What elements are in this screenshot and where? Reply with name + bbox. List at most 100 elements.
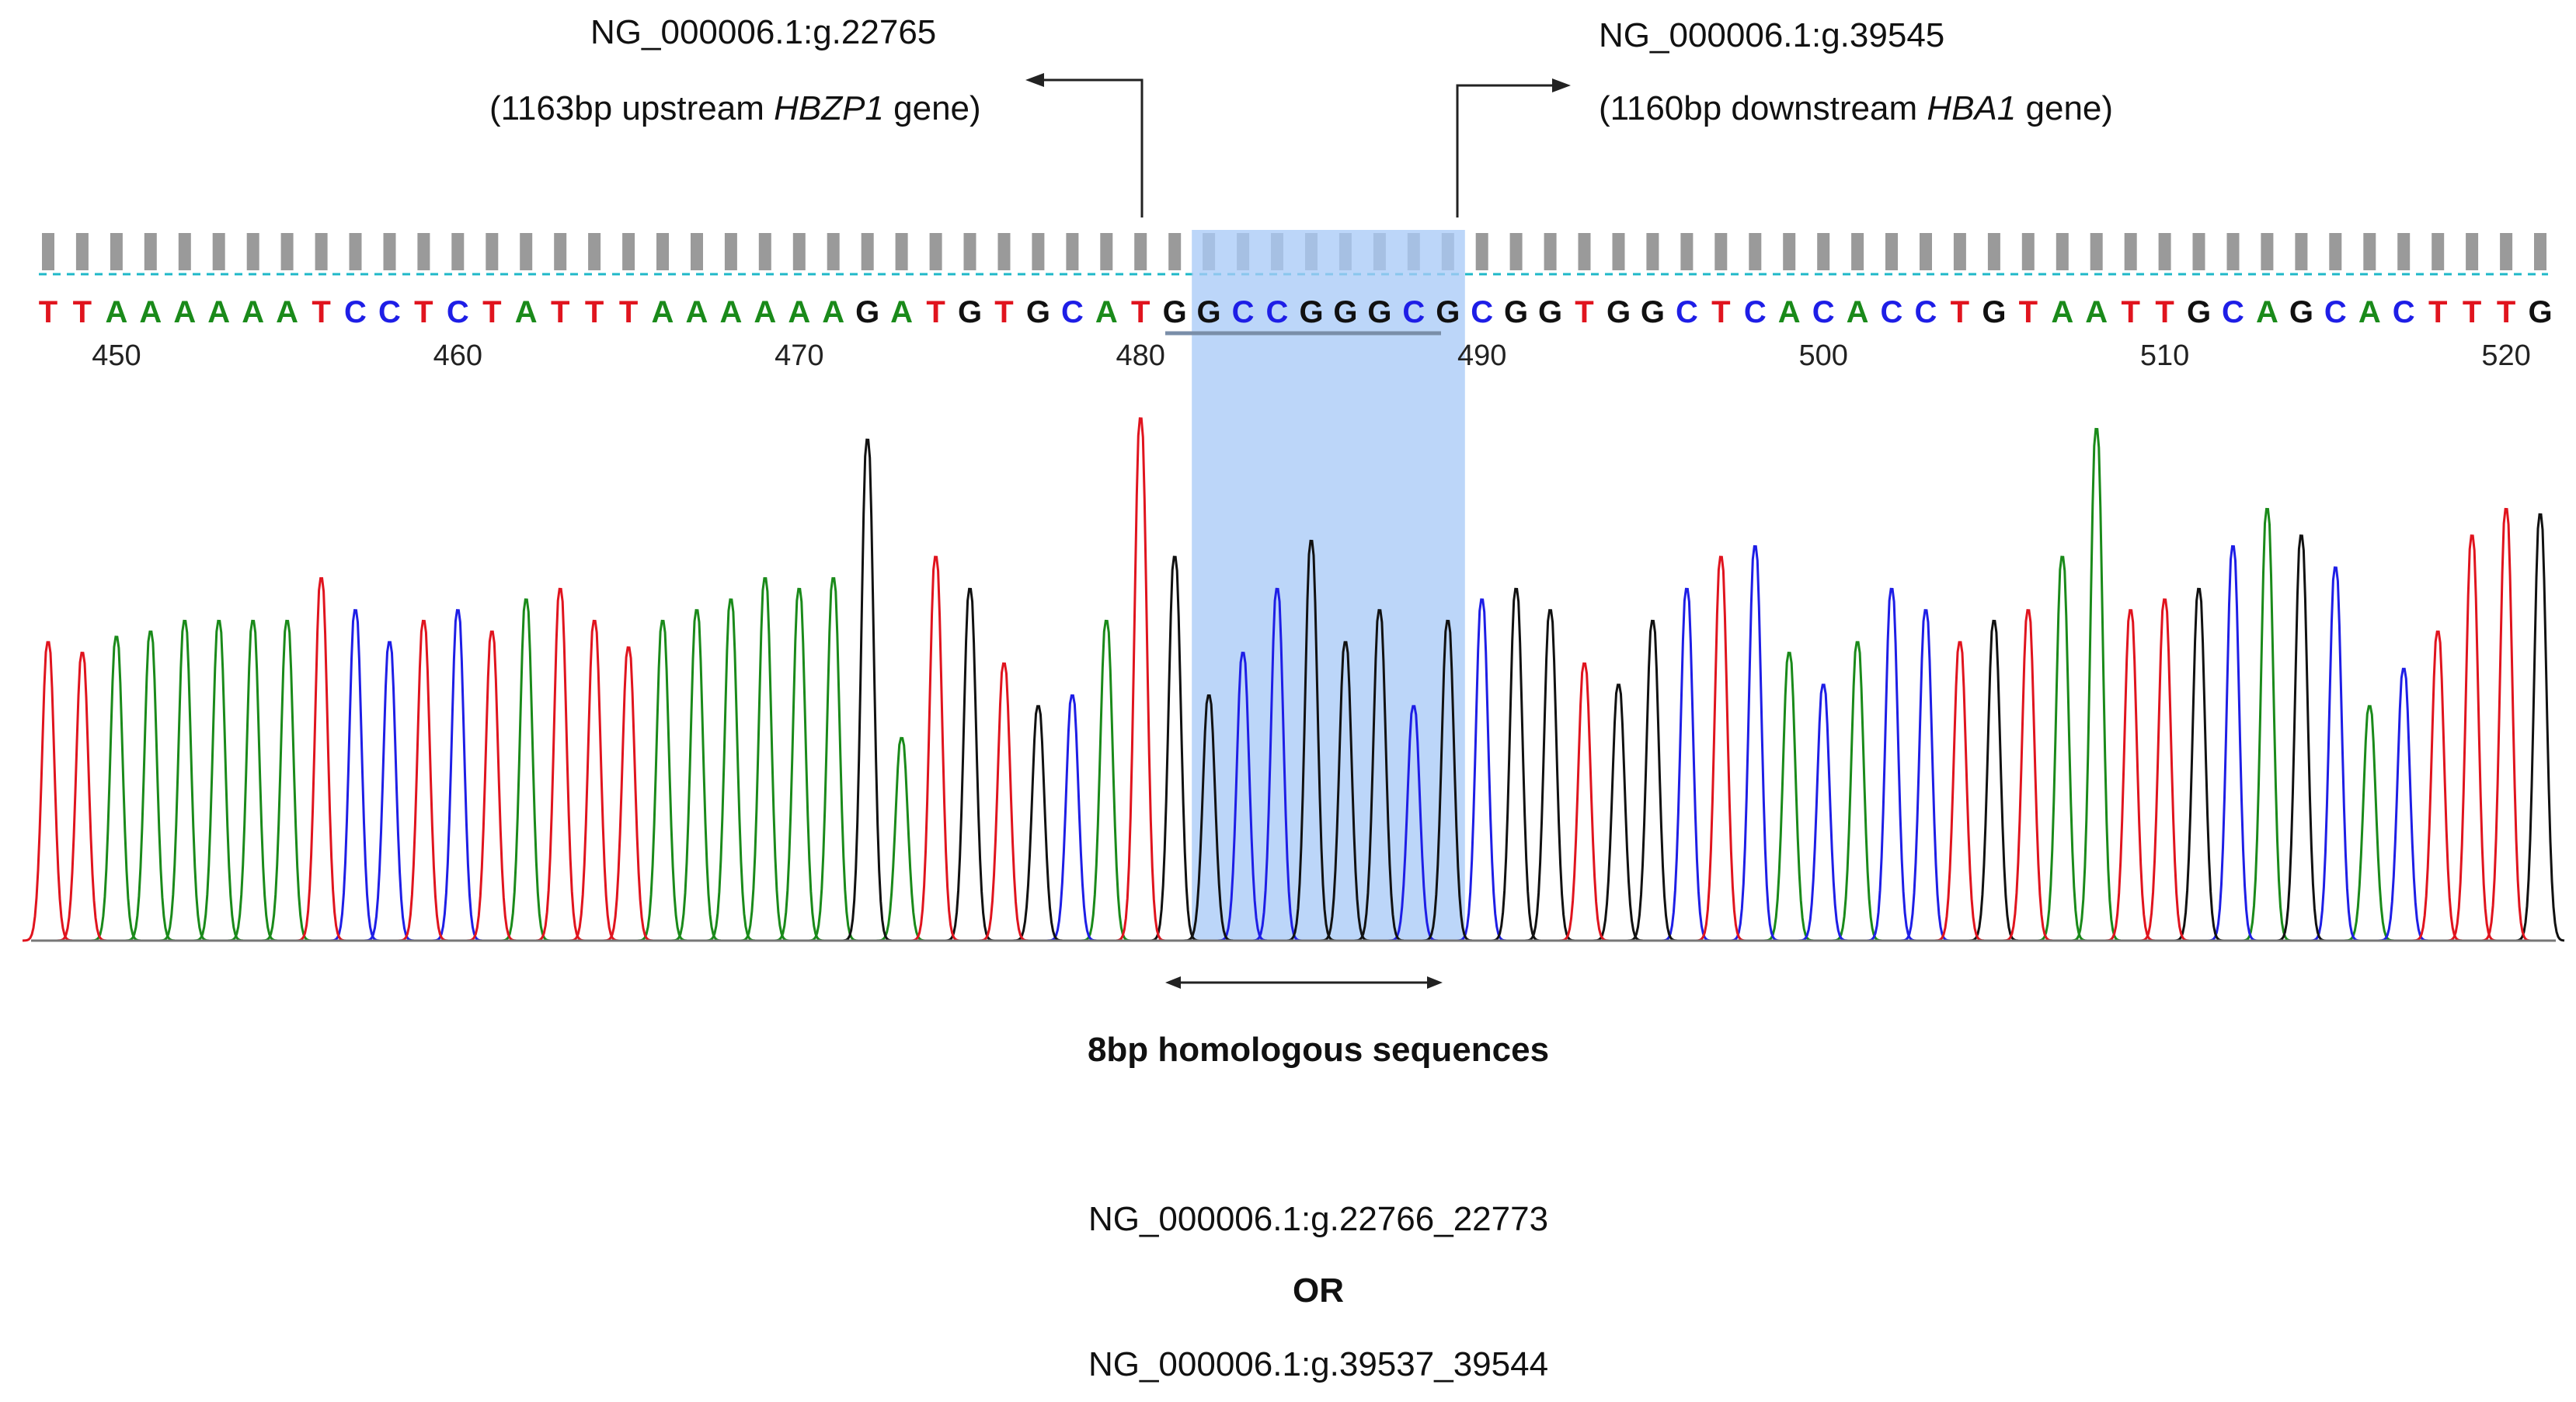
right-breakpoint-arrow <box>1456 78 1571 217</box>
base-call-tick <box>1885 233 1898 270</box>
base-letter: A <box>207 295 230 329</box>
position-labels: 450 460 470 480 490 500 510 520 <box>92 339 2531 372</box>
trace-peak <box>2514 513 2565 942</box>
trace-peak <box>670 609 722 942</box>
base-letter: C <box>1915 295 1937 329</box>
base-call-tick <box>315 233 328 270</box>
trace-peak <box>2002 609 2052 942</box>
base-call-tick <box>417 233 430 270</box>
base-call-tick <box>588 233 601 270</box>
trace-peak <box>1353 609 1404 942</box>
base-call-tick <box>144 233 157 270</box>
base-letter: G <box>1197 295 1221 329</box>
base-call-tick <box>1066 233 1079 270</box>
position-tick-label: 460 <box>433 339 482 372</box>
base-letter: A <box>2358 295 2381 329</box>
base-call-tick <box>2192 233 2205 270</box>
base-call-tick <box>1475 233 1488 270</box>
base-letter: T <box>585 295 604 329</box>
base-letter: C <box>1266 295 1289 329</box>
trace-peak <box>1183 694 1234 942</box>
base-letter: C <box>2393 295 2415 329</box>
base-letter: A <box>652 295 674 329</box>
left-desc-prefix: (1163bp upstream <box>489 89 775 127</box>
trace-peak <box>158 619 209 942</box>
base-letter: T <box>73 295 92 329</box>
base-call-tick <box>520 233 533 270</box>
trace-peak <box>1661 587 1711 942</box>
trace-peak <box>2036 555 2087 942</box>
base-call-tick <box>758 233 771 270</box>
base-letter: T <box>414 295 433 329</box>
trace-peak <box>705 598 755 942</box>
trace-peak <box>1934 641 1985 942</box>
base-call-tick <box>1817 233 1830 270</box>
base-letter: A <box>105 295 127 329</box>
base-call-tick <box>1680 233 1694 270</box>
base-call-tick <box>1851 233 1864 270</box>
trace-peak <box>1319 641 1370 942</box>
base-letter: C <box>2324 295 2347 329</box>
trace-peak <box>1763 652 1814 942</box>
trace-peak <box>2310 566 2360 942</box>
base-letter: G <box>1982 295 2006 329</box>
left-breakpoint-description: (1163bp upstream HBZP1 gene) <box>489 92 981 126</box>
trace-peak <box>2139 598 2189 942</box>
base-letter: A <box>686 295 708 329</box>
right-desc-suffix: gene) <box>2016 89 2114 127</box>
base-call-tick <box>1168 233 1182 270</box>
base-call-tick <box>1987 233 2000 270</box>
base-letter: G <box>2289 295 2313 329</box>
base-letter: G <box>855 295 879 329</box>
base-letter: C <box>1232 295 1255 329</box>
trace-peak <box>1832 641 1882 942</box>
trace-peak <box>124 630 175 942</box>
homology-span-arrow <box>1165 976 1443 989</box>
base-letter: A <box>2256 295 2278 329</box>
left-breakpoint-arrow <box>1025 73 1144 217</box>
trace-peak <box>432 609 482 942</box>
base-letter: C <box>2222 295 2244 329</box>
base-call-tick <box>724 233 737 270</box>
base-call-tick <box>451 233 465 270</box>
base-call-tick <box>2226 233 2240 270</box>
position-tick-label: 520 <box>2481 339 2530 372</box>
base-letter: T <box>619 295 638 329</box>
trace-peak <box>2378 667 2428 942</box>
base-letter: G <box>1026 295 1050 329</box>
base-letter: A <box>822 295 844 329</box>
right-breakpoint-description: (1160bp downstream HBA1 gene) <box>1599 92 2113 126</box>
base-letter: T <box>994 295 1013 329</box>
right-gene-name: HBA1 <box>1927 89 2017 127</box>
base-call-tick <box>1920 233 1932 270</box>
left-desc-suffix: gene) <box>883 89 981 127</box>
right-desc-prefix: (1160bp downstream <box>1599 89 1927 127</box>
base-call-tick <box>2397 233 2411 270</box>
base-call-tick <box>1134 233 1147 270</box>
trace-peak <box>2104 609 2155 942</box>
base-letter: T <box>482 295 501 329</box>
trace-peak <box>739 577 790 942</box>
trace-peak <box>1149 555 1199 942</box>
base-letter: C <box>1812 295 1835 329</box>
position-tick-label: 490 <box>1457 339 1506 372</box>
left-gene-name: HBZP1 <box>774 89 884 127</box>
base-letter: A <box>2051 295 2073 329</box>
base-letter: G <box>958 295 982 329</box>
base-letter: C <box>447 295 469 329</box>
trace-peak <box>978 662 1029 942</box>
trace-peak <box>2480 507 2531 942</box>
base-call-tick <box>2124 233 2137 270</box>
trace-peak <box>1627 619 1677 942</box>
base-letter: T <box>2497 295 2515 329</box>
trace-peak <box>2241 507 2292 942</box>
base-call-tick <box>827 233 840 270</box>
base-call-tick <box>1953 233 1966 270</box>
base-call-tick <box>42 233 54 270</box>
base-call-tick <box>2261 233 2274 270</box>
range-one-label: NG_000006.1:g.22766_22773 <box>1088 1200 1549 1238</box>
base-letter: C <box>1676 295 1698 329</box>
trace-peak <box>2344 704 2394 942</box>
trace-peak <box>398 619 448 942</box>
